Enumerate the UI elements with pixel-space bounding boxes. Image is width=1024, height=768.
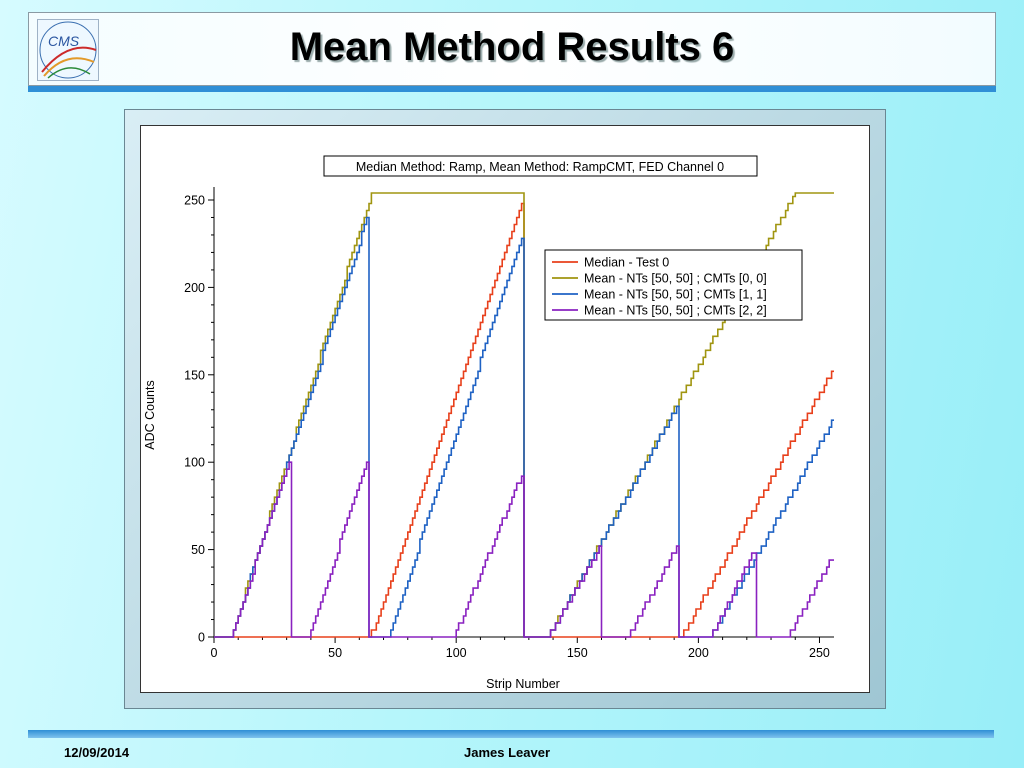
legend: Median - Test 0 Mean - NTs [50, 50] ; CMT…	[544, 249, 803, 321]
title-bar: CMS Mean Method Results 6	[28, 12, 996, 86]
x-tick-label: 100	[446, 646, 467, 660]
slide-title: Mean Method Results 6	[289, 25, 735, 69]
x-tick-label: 200	[688, 646, 709, 660]
footer-rule	[28, 730, 994, 738]
y-tick-label: 0	[198, 631, 205, 645]
x-tick-label: 50	[328, 646, 342, 660]
chart-panel: 0 50 100 150 200 250 0 50 100 150 200 250 Median Me…	[140, 125, 870, 693]
x-tick-label: 250	[809, 646, 830, 660]
logo-text: CMS	[48, 33, 80, 49]
series-line-3	[214, 461, 834, 638]
y-axis-label: ADC Counts	[143, 380, 157, 449]
legend-label: Median - Test 0	[584, 256, 669, 270]
legend-label: Mean - NTs [50, 50] ; CMTs [1, 1]	[584, 288, 767, 302]
line-chart: 0 50 100 150 200 250 0 50 100 150 200 250 Median Me…	[143, 155, 834, 691]
x-axis-label: Strip Number	[486, 677, 560, 691]
x-tick-label: 150	[567, 646, 588, 660]
legend-box	[544, 249, 803, 321]
series-line-0	[214, 202, 834, 638]
cms-logo: CMS	[37, 19, 99, 81]
legend-label: Mean - NTs [50, 50] ; CMTs [0, 0]	[584, 272, 767, 286]
series-layer	[214, 192, 834, 638]
y-tick-label: 50	[191, 543, 205, 557]
legend-label: Mean - NTs [50, 50] ; CMTs [2, 2]	[584, 304, 767, 318]
footer-date: 12/09/2014	[64, 745, 130, 760]
footer-author: James Leaver	[464, 745, 551, 760]
chart-title: Median Method: Ramp, Mean Method: RampCM…	[356, 160, 724, 174]
x-tick-label: 0	[211, 646, 218, 660]
y-tick-label: 250	[184, 193, 205, 207]
y-tick-label: 100	[184, 456, 205, 470]
chart-title-group: Median Method: Ramp, Mean Method: RampCM…	[323, 155, 758, 177]
y-tick-label: 200	[184, 281, 205, 295]
y-tick-label: 150	[184, 368, 205, 382]
